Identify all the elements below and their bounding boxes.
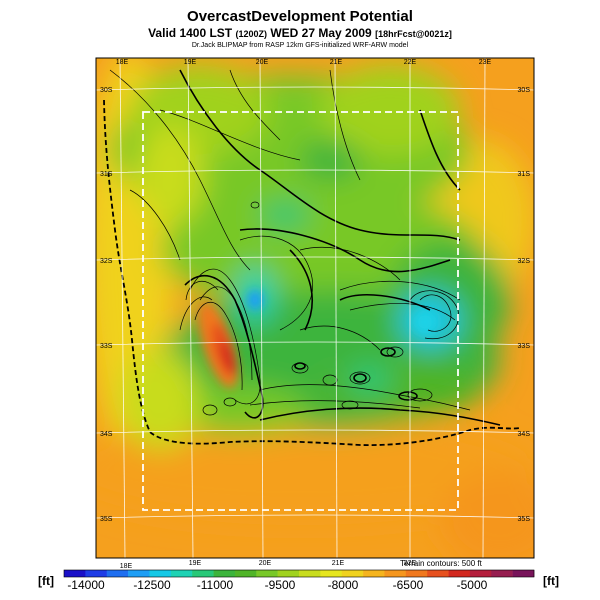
valid-time-line: Valid 1400 LST (1200Z) WED 27 May 2009 [… (0, 26, 600, 40)
lon-label: 18E (120, 563, 133, 570)
valid-time: Valid 1400 LST (148, 26, 233, 40)
colorbar (63, 569, 535, 578)
lon-label: 22E (404, 59, 417, 66)
overcast-field (96, 58, 534, 558)
colorbar-swatch (448, 570, 471, 577)
colorbar-outline (63, 569, 535, 578)
colorbar-swatch (469, 570, 492, 577)
top-lon-labels: 18E 19E 20E 21E 22E 23E (116, 59, 492, 66)
colorbar-swatch (149, 570, 172, 577)
colorbar-swatch (341, 570, 364, 577)
colorbar-swatch (384, 570, 407, 577)
colorbar-tick-label: -5000 (456, 578, 488, 592)
colorbar-swatch (128, 570, 150, 577)
lat-label: 30S (518, 87, 531, 94)
colorbar-tick-label: -9500 (264, 578, 296, 592)
lat-label: 34S (518, 431, 531, 438)
lon-label: 19E (189, 560, 202, 567)
lon-label: 20E (256, 59, 269, 66)
lat-label: 33S (518, 343, 531, 350)
colorbar-swatch (106, 570, 129, 577)
lat-lon-grid (96, 58, 534, 558)
left-lat-labels: 30S 31S 32S 33S 34S 35S (100, 87, 113, 523)
colorbar-swatch (64, 570, 86, 577)
colorbar-swatch (427, 570, 449, 577)
colorbar-swatch (405, 570, 428, 577)
colorbar-swatch (512, 570, 535, 577)
forecast-info: [18hrFcst@0021z] (375, 29, 452, 39)
lat-label: 30S (100, 87, 113, 94)
terrain-contours-note: Terrain contours: 500 ft (400, 559, 482, 568)
colorbar-unit-right: [ft] (543, 574, 559, 588)
lon-label: 18E (116, 59, 129, 66)
lon-label: 21E (330, 59, 343, 66)
valid-date: WED 27 May 2009 (270, 26, 372, 40)
map-frame (95, 57, 535, 559)
lat-label: 35S (100, 516, 113, 523)
colorbar-tick-label: -12500 (133, 578, 171, 592)
lon-label: 19E (184, 59, 197, 66)
colorbar-tick-label: -14000 (67, 578, 105, 592)
lat-label: 34S (100, 431, 113, 438)
lat-label: 31S (518, 171, 531, 178)
coastline (103, 99, 521, 447)
lon-label: 23E (479, 59, 492, 66)
colorbar-swatch (170, 570, 193, 577)
lon-label: 22E (404, 560, 417, 567)
colorbar-tick-label: -8000 (327, 578, 359, 592)
right-lat-labels: 30S 31S 32S 33S 34S 35S (518, 87, 531, 523)
lat-label: 35S (518, 516, 531, 523)
colorbar-swatch (85, 570, 108, 577)
lon-label: 21E (332, 560, 345, 567)
colorbar-unit-left: [ft] (38, 574, 54, 588)
utc-time: (1200Z) (235, 29, 267, 39)
colorbar-swatch (277, 570, 300, 577)
colorbar-swatch (320, 570, 343, 577)
colorbar-swatch (192, 570, 214, 577)
lat-label: 32S (518, 258, 531, 265)
colorbar-swatch (256, 570, 278, 577)
colorbar-swatch (213, 570, 236, 577)
colorbar-tick-label: -6500 (392, 578, 424, 592)
lat-label: 33S (100, 343, 113, 350)
lat-label: 32S (100, 258, 113, 265)
colorbar-swatch (299, 570, 321, 577)
bottom-lon-labels: 18E 19E 20E 21E 22E (120, 560, 417, 570)
colorbar-tick-label: -11000 (196, 578, 234, 592)
domain-boundary (142, 111, 459, 511)
colorbar-swatch (234, 570, 257, 577)
map-title: OvercastDevelopment Potential (187, 8, 413, 25)
colorbar-swatch (363, 570, 385, 577)
colorbar-swatch (491, 570, 513, 577)
lon-label: 20E (259, 560, 272, 567)
lat-label: 31S (100, 171, 113, 178)
model-credit: Dr.Jack BLIPMAP from RASP 12km GFS-initi… (191, 42, 409, 49)
